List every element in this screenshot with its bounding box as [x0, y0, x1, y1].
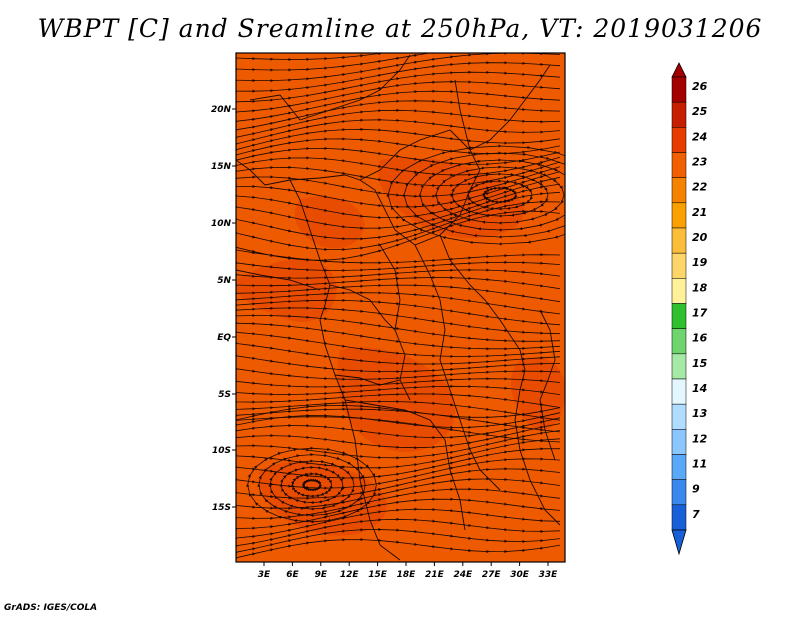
lon-label: 15E [368, 570, 388, 580]
colorbar-label: 21 [692, 206, 707, 219]
colorbar-label: 25 [692, 105, 708, 118]
colorbar-swatch [671, 328, 687, 355]
lat-label: 10N [211, 219, 232, 229]
coastlines [236, 54, 561, 561]
colorbar-swatch [671, 76, 687, 103]
colorbar-label: 20 [692, 231, 708, 244]
map-frame [235, 52, 566, 563]
colorbar-label: 26 [692, 80, 708, 93]
lon-label: 27E [482, 570, 502, 580]
lon-label: 18E [397, 570, 417, 580]
colorbar-swatch [671, 454, 687, 480]
colorbar-label: 24 [692, 130, 707, 143]
colorbar-swatch [671, 152, 687, 178]
colorbar-label: 19 [692, 256, 708, 269]
colorbar-label: 13 [692, 407, 708, 420]
lon-label: 12E [340, 570, 360, 580]
lat-label: 15N [211, 162, 232, 172]
streamline [246, 446, 377, 524]
colorbar-label: 16 [692, 332, 708, 345]
colorbar-swatch [671, 479, 687, 506]
colorbar-swatch [671, 278, 687, 304]
lat-label: 10S [212, 446, 231, 456]
lon-label: 6E [286, 570, 299, 580]
colorbar-label: 23 [692, 156, 708, 169]
colorbar-swatch [671, 101, 687, 128]
lat-label: 5S [218, 390, 231, 400]
streamline [386, 144, 565, 246]
footer-credit: GrADS: IGES/COLA [4, 603, 98, 613]
colorbar-swatch [671, 403, 687, 430]
colorbar-label: 9 [692, 483, 700, 496]
colorbar-swatch [671, 127, 687, 153]
lat-label: EQ [217, 333, 231, 343]
colorbar-swatch [671, 378, 687, 405]
lon-label: 33E [539, 570, 559, 580]
lat-label: 20N [211, 105, 232, 115]
lon-label: 3E [258, 570, 271, 580]
colorbar-label: 11 [692, 458, 707, 471]
colorbar-label: 18 [692, 281, 708, 294]
chart-title: WBPT [C] and Sreamline at 250hPa, VT: 20… [37, 14, 763, 43]
lon-label: 9E [315, 570, 328, 580]
colorbar: 26 25 24 23 22 21 20 19 18 17 16 15 14 13 12 11 9 7 [671, 62, 708, 556]
map-layer [236, 53, 565, 561]
colorbar-label: 14 [692, 382, 707, 395]
streamline [236, 537, 561, 559]
colorbar-label: 22 [692, 181, 708, 194]
colorbar-swatch [671, 429, 687, 455]
lon-label: 24E [453, 570, 473, 580]
streamlines [236, 53, 565, 559]
colorbar-label: 12 [692, 432, 708, 445]
colorbar-swatch [671, 202, 687, 229]
colorbar-swatch [671, 303, 687, 329]
longitude-axis: 3E 6E 9E 12E 15E 18E 21E 24E 27E 30E 33E [258, 562, 558, 580]
colorbar-label: 15 [692, 357, 708, 370]
lat-label: 15S [212, 503, 231, 513]
colorbar-bottom-arrow [671, 529, 687, 556]
colorbar-swatch [671, 227, 687, 254]
colorbar-swatch [671, 504, 687, 531]
colorbar-swatch [671, 353, 687, 380]
colorbar-swatch [671, 252, 687, 279]
colorbar-top-arrow [671, 62, 687, 78]
lat-label: 5N [217, 276, 231, 286]
lon-label: 30E [510, 570, 530, 580]
latitude-axis: 20N 15N 10N 5N EQ 5S 10S 15S [211, 105, 236, 513]
lon-label: 21E [425, 570, 445, 580]
colorbar-label: 7 [692, 508, 700, 521]
colorbar-swatch [671, 177, 687, 204]
colorbar-label: 17 [692, 307, 708, 320]
